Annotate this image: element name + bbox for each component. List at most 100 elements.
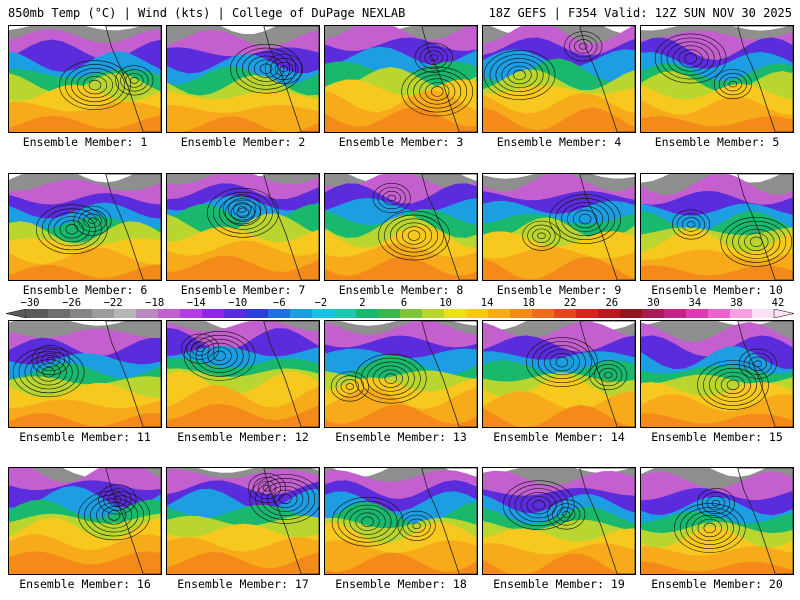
ensemble-member-label: Ensemble Member: 14 [493,430,625,444]
wind-contour [248,55,285,82]
ensemble-map-image [483,26,635,132]
wind-contour [419,78,456,105]
wind-contour [718,73,748,96]
wind-contour [407,70,468,113]
wind-contour [732,224,781,259]
wind-contour [531,341,592,384]
wind-contour [42,367,55,378]
wind-contour [537,345,586,380]
temperature-band [325,256,477,280]
ensemble-member-label: Ensemble Member: 3 [338,135,464,149]
colorbar-segment [576,309,599,318]
wind-contour [349,508,386,535]
wind-contour [384,373,397,384]
coastline [263,26,319,132]
temperature-band [9,551,161,574]
wind-contour [340,379,360,394]
wind-contour [53,216,90,243]
colorbar-segment [510,309,533,318]
wind-contour [686,221,696,228]
wind-contour [59,60,131,110]
wind-contour [738,348,777,379]
wind-contour [186,337,215,360]
colorbar-tick-label: −6 [273,297,286,309]
ensemble-map [166,173,320,281]
wind-contour [555,198,616,240]
colorbar-segment [158,309,181,318]
wind-contour [378,369,403,388]
colorbar-segment [620,309,643,318]
wind-contour [361,516,374,527]
colorbar-tick-label: 38 [730,297,743,309]
wind-contour [520,492,557,519]
wind-contour [207,187,279,238]
wind-contour [83,213,102,228]
wind-contour [18,351,79,394]
ensemble-map-image [483,468,635,574]
colorbar-segment [48,309,71,318]
ensemble-member-label: Ensemble Member: 15 [651,430,783,444]
wind-contour [252,477,282,500]
wind-contour [681,217,701,232]
wind-contour [84,494,145,537]
temperature-band [325,552,477,574]
wind-contour [195,338,244,373]
wind-contour [697,360,769,410]
wind-contour [672,45,709,72]
wind-contour [489,54,550,96]
wind-contour [73,205,112,236]
colorbar-segment [70,309,93,318]
ensemble-member-label: Ensemble Member: 4 [496,135,622,149]
ensemble-member-label: Ensemble Member: 8 [338,283,464,297]
wind-contour [502,480,575,531]
wind-contour [207,346,232,365]
wind-contour [212,191,273,234]
wind-contour [549,194,621,244]
wind-contour [713,69,752,100]
wind-contour [382,190,401,206]
wind-contour [569,35,598,58]
colorbar-tick-label: 34 [688,297,702,309]
ensemble-member-label: Ensemble Member: 9 [496,283,622,297]
colorbar-tick-label: 26 [605,297,619,309]
temperature-band [325,107,477,132]
wind-contour [261,481,310,516]
wind-contour [697,518,722,538]
wind-contour [654,33,727,84]
colorbar-tick-label: 10 [439,297,452,309]
colorbar-high-arrow [773,309,794,318]
wind-contour [120,69,149,92]
colorbar-tick-label: 14 [480,297,494,309]
ensemble-map [166,25,320,133]
colorbar-segment [444,309,467,318]
wind-contour [666,41,715,76]
wind-contour [561,202,610,237]
ensemble-map-image [641,26,793,132]
wind-contour [711,499,721,507]
wind-contour [414,42,453,73]
wind-contour [676,213,706,236]
wind-contour [748,356,767,371]
wind-contour [726,220,787,263]
ensemble-map-image [9,468,161,574]
wind-contour [543,349,580,376]
ensemble-map [482,173,636,281]
wind-contour [701,492,731,515]
coastline [105,321,161,427]
ensemble-map-image [641,468,793,574]
wind-contour [35,204,108,255]
colorbar-segment [642,309,665,318]
wind-contour [343,504,392,539]
ensemble-map-image [325,26,477,132]
wind-contour [115,65,154,96]
colorbar-segment [202,309,225,318]
coastline [421,321,477,427]
ensemble-map [640,173,794,281]
colorbar-segment [312,309,335,318]
wind-contour [573,209,598,229]
wind-contour [78,209,107,232]
coastline [105,26,161,132]
ensemble-member-label: Ensemble Member: 19 [493,577,625,591]
colorbar-segment [224,309,247,318]
